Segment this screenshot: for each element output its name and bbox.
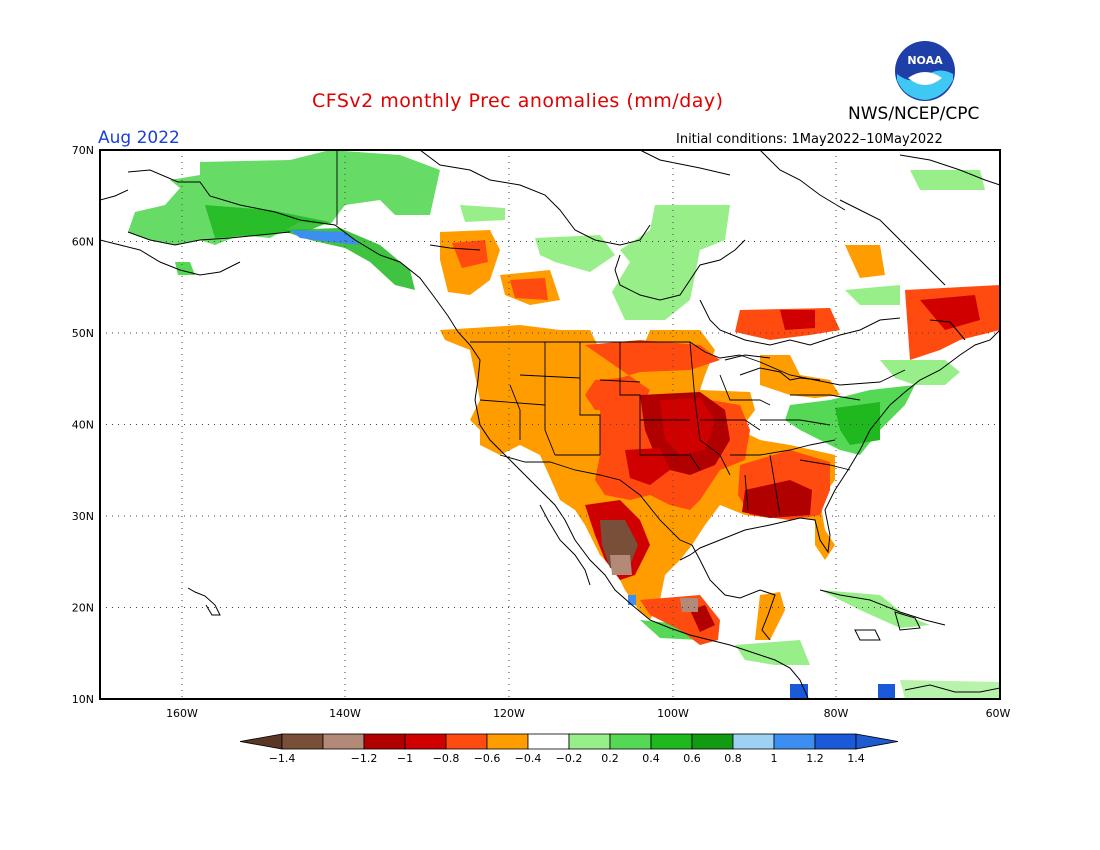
colorbar-swatch [281,733,324,750]
colorbar-swatch [527,733,570,750]
latitude-labels: 70N 60N 50N 40N 30N 20N 10N [72,144,94,706]
lat-label: 20N [72,602,94,615]
longitude-labels: 160W 140W 120W 100W 80W 60W [166,707,1010,720]
lon-label: 100W [657,707,689,720]
lon-label: 120W [493,707,525,720]
colorbar-tick-label: 0.4 [642,752,660,765]
coastlines [100,150,1000,699]
colorbar-tick-label: −0.6 [474,752,501,765]
lon-label: 80W [824,707,849,720]
colorbar-tick-label: −1 [397,752,413,765]
lat-label: 60N [72,236,94,249]
colorbar-swatch [322,733,365,750]
political-borders [336,150,906,546]
colorbar-tick-label: 1 [771,752,778,765]
lat-label: 50N [72,327,94,340]
colorbar-swatch [609,733,652,750]
colorbar-tick-label: 0.2 [601,752,619,765]
svg-text:NOAA: NOAA [907,54,943,67]
colorbar-tick-label: −0.8 [433,752,460,765]
wet-anomaly-canada [460,170,985,320]
colorbar-swatch [404,733,447,750]
colorbar-swatch [732,733,775,750]
colorbar-extend-high [855,733,899,750]
colorbar-tick-label: −1.4 [269,752,296,765]
colorbar-tick-label: 1.2 [806,752,824,765]
colorbar-swatch [445,733,488,750]
lat-label: 10N [72,693,94,706]
colorbar-swatch [814,733,857,750]
colorbar-tick-label: 0.8 [724,752,742,765]
colorbar-tick-label: −0.4 [515,752,542,765]
colorbar-swatch [568,733,611,750]
lat-lon-grid [100,150,1000,699]
lon-label: 60W [986,707,1011,720]
colorbar: −1.4 −1.2 −1 −0.8 −0.6 −0.4 −0.2 0.2 0.4 0.6 0.8 1 1… [239,733,899,765]
forecast-month: Aug 2022 [98,128,180,148]
noaa-logo: NOAA [895,41,955,101]
wet-anomaly-alaska [128,150,440,290]
lat-label: 30N [72,510,94,523]
lat-label: 40N [72,419,94,432]
lon-label: 160W [166,707,198,720]
colorbar-swatch [773,733,816,750]
map-frame [99,149,1001,700]
wet-anomaly-east [640,360,960,665]
colorbar-extend-low [239,733,283,750]
colorbar-swatch [650,733,693,750]
agency-label: NWS/NCEP/CPC [848,104,980,124]
lat-label: 70N [72,144,94,157]
colorbar-swatch [691,733,734,750]
colorbar-tick-label: 1.4 [847,752,865,765]
colorbar-tick-label: −0.2 [556,752,583,765]
colorbar-tick-label: −1.2 [351,752,378,765]
initial-conditions: Initial conditions: 1May2022–10May2022 [676,132,943,147]
colorbar-swatch [363,733,406,750]
colorbar-swatch [486,733,529,750]
colorbar-tick-label: 0.6 [683,752,701,765]
lon-label: 140W [329,707,361,720]
dry-anomaly-strong [585,295,980,632]
map-title: CFSv2 monthly Prec anomalies (mm/day) [312,90,724,112]
